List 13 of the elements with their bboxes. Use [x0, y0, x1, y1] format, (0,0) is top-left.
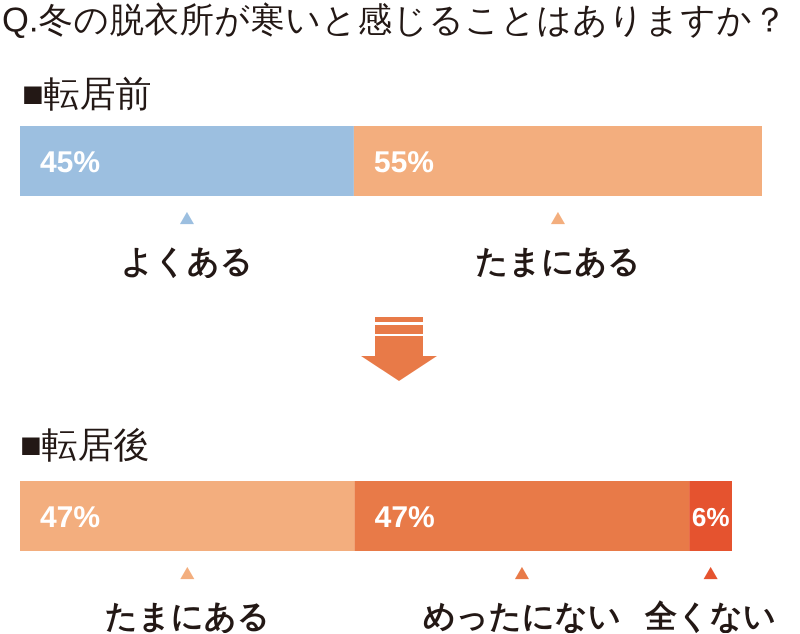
- chart-title: Q.冬の脱衣所が寒いと感じることはありますか？: [2, 2, 788, 40]
- chart-title: ■転居後: [20, 424, 150, 465]
- data-label: 47%: [40, 501, 100, 534]
- data-label: 47%: [374, 501, 435, 534]
- legend-label: よくある: [120, 243, 253, 279]
- legend-label: たまにある: [104, 598, 270, 634]
- legend-label: たまにある: [475, 243, 640, 279]
- data-label: 6%: [692, 502, 730, 532]
- legend-label: 全くない: [644, 598, 776, 634]
- data-label: 55%: [374, 146, 434, 179]
- legend-label: めったにない: [422, 598, 621, 634]
- data-label: 45%: [40, 146, 100, 179]
- chart-subtitle: ■転居前: [22, 73, 152, 114]
